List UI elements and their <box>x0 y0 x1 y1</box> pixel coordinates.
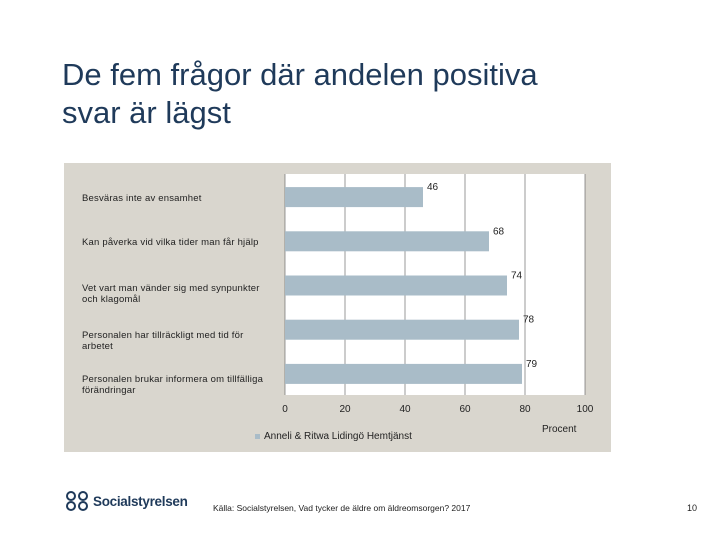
category-label-2: Kan påverka vid vilka tider man får hjäl… <box>82 237 259 248</box>
slide-title: De fem frågor där andelen positiva svar … <box>62 56 662 132</box>
x-tick-label-100: 100 <box>577 404 594 415</box>
socialstyrelsen-logo: Socialstyrelsen <box>64 488 188 514</box>
bar-value-label-3: 74 <box>511 271 523 282</box>
x-tick-label-0: 0 <box>282 404 288 415</box>
bar-2 <box>285 231 489 252</box>
category-label-3: Vet vart man vänder sig med synpunkter o… <box>82 283 260 305</box>
legend-swatch <box>255 433 260 439</box>
x-tick-label-20: 20 <box>339 404 351 415</box>
bar-4 <box>285 319 519 340</box>
legend-label: Anneli & Ritwa Lidingö Hemtjänst <box>264 431 412 442</box>
logo-mark-icon <box>66 491 88 511</box>
category-label-5: Personalen brukar informera om tillfälli… <box>82 374 264 396</box>
x-axis-label: Procent <box>542 424 577 435</box>
bar-3 <box>285 275 507 296</box>
x-tick-label-80: 80 <box>519 404 531 415</box>
bar-1 <box>285 187 423 208</box>
source-note: Källa: Socialstyrelsen, Vad tycker de äl… <box>213 503 471 513</box>
bar-value-label-4: 78 <box>523 315 535 326</box>
x-tick-label-60: 60 <box>459 404 471 415</box>
title-line-2: svar är lägst <box>62 95 231 130</box>
category-label-4: Personalen har tillräckligt med tid för … <box>82 330 244 352</box>
bar-value-label-2: 68 <box>493 226 505 237</box>
logo-text: Socialstyrelsen <box>93 493 188 509</box>
bar-chart: 0 20 40 60 80 100 46 68 74 78 79 <box>282 174 594 415</box>
chart-legend: Anneli & Ritwa Lidingö Hemtjänst <box>255 431 412 442</box>
page-number: 10 <box>687 503 698 513</box>
chart-panel: 0 20 40 60 80 100 46 68 74 78 79 Besväras inte av … <box>64 163 611 452</box>
title-line-1: De fem frågor där andelen positiva <box>62 57 538 92</box>
bar-value-label-1: 46 <box>427 182 439 193</box>
bar-5 <box>285 363 522 384</box>
bar-value-label-5: 79 <box>526 359 538 370</box>
category-label-1: Besväras inte av ensamhet <box>82 193 202 204</box>
x-tick-label-40: 40 <box>399 404 411 415</box>
